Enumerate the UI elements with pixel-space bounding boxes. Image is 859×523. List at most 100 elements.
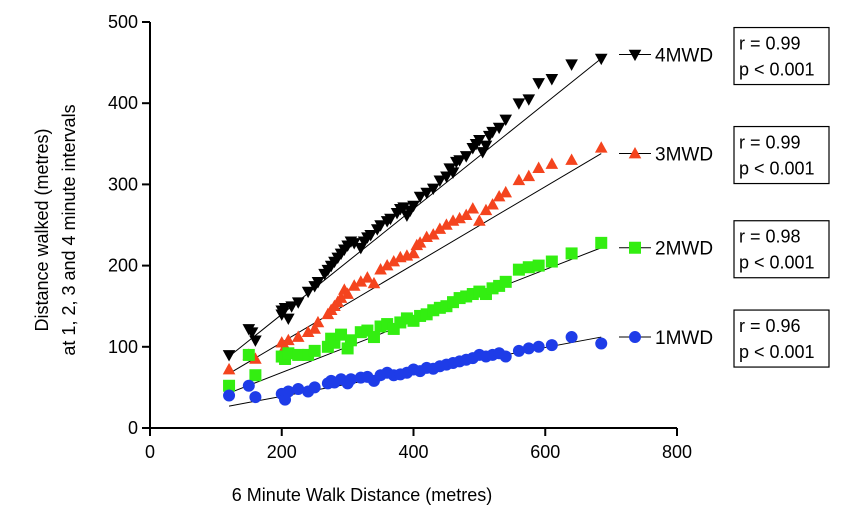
point-4mwd [453, 155, 466, 167]
point-1mwd [499, 350, 512, 363]
point-4mwd [311, 277, 325, 289]
point-3mwd [407, 246, 420, 259]
point-4mwd [291, 297, 305, 309]
point-2mwd [512, 263, 525, 276]
legend: 4MWD r = 0.99 p < 0.001 3MWD r = 0.99 p < 0.0… [619, 26, 830, 368]
point-1mwd [595, 337, 608, 350]
point-3mwd [492, 189, 506, 202]
point-3mwd [545, 157, 559, 169]
point-1mwd [512, 344, 525, 357]
point-3mwd [361, 271, 374, 283]
stats-box-2mwd [733, 220, 830, 279]
point-3mwd [311, 315, 325, 328]
stats-p-3mwd: p < 0.001 [739, 159, 815, 179]
x-axis-title: 6 Minute Walk Distance (metres) [232, 485, 492, 505]
point-2mwd [499, 275, 512, 288]
x-tick-label: 600 [530, 442, 560, 462]
point-4mwd [433, 175, 447, 187]
point-2mwd [223, 379, 236, 392]
point-3mwd [426, 228, 440, 240]
legend-label-3mwd: 3MWD [655, 145, 713, 166]
point-2mwd [249, 369, 262, 382]
point-1mwd [249, 391, 262, 404]
point-2mwd [595, 236, 608, 249]
legend-label-2mwd: 2MWD [655, 239, 713, 260]
point-2mwd [367, 331, 380, 344]
point-4mwd [397, 202, 410, 214]
point-3mwd [301, 325, 315, 337]
point-2mwd [308, 344, 321, 357]
point-3mwd [282, 333, 295, 346]
y-axis-title-line-1: Distance walked (metres) [32, 128, 52, 331]
point-3mwd [387, 254, 401, 267]
x-tick-label: 200 [267, 442, 297, 462]
stats-p-2mwd: p < 0.001 [739, 253, 815, 273]
y-tick-label: 200 [108, 256, 138, 276]
point-3mwd [522, 169, 536, 182]
point-3mwd [249, 352, 262, 364]
point-3mwd [308, 322, 321, 334]
point-3mwd [291, 330, 305, 342]
point-3mwd [374, 263, 387, 275]
stats-p-4mwd: p < 0.001 [739, 60, 815, 80]
x-tick-label: 800 [662, 442, 692, 462]
point-1mwd [532, 340, 545, 353]
point-4mwd [413, 191, 427, 204]
point-4mwd [532, 78, 545, 90]
point-4mwd [522, 94, 536, 106]
axes: 0 200 400 600 800 0 100 200 300 400 500 [108, 12, 692, 462]
point-4mwd [545, 74, 559, 86]
stats-box-1mwd [733, 309, 830, 368]
y-tick-label: 400 [108, 93, 138, 113]
point-2mwd [282, 347, 295, 360]
point-4mwd [347, 238, 361, 250]
point-4mwd [245, 327, 259, 339]
stats-r-3mwd: r = 0.99 [739, 133, 801, 153]
point-3mwd [499, 185, 513, 198]
point-2mwd [292, 348, 305, 361]
point-3mwd [594, 141, 608, 153]
point-4mwd [594, 53, 608, 66]
point-1mwd [223, 389, 236, 402]
series-3mwd-points [222, 141, 608, 375]
point-1mwd [282, 385, 295, 398]
point-3mwd [380, 259, 394, 271]
point-4mwd [282, 313, 295, 325]
point-2mwd [545, 255, 558, 268]
point-1mwd [308, 381, 321, 394]
point-2mwd [344, 334, 357, 347]
point-1mwd [292, 383, 305, 396]
point-4mwd [565, 59, 578, 71]
point-2mwd [532, 259, 545, 272]
point-4mwd [420, 187, 433, 200]
y-axis-title-line-2: at 1, 2, 3 and 4 minute intervals [59, 104, 79, 355]
point-3mwd [354, 275, 368, 287]
point-4mwd [492, 122, 506, 135]
point-3mwd [453, 211, 466, 224]
point-4mwd [459, 151, 473, 163]
stats-p-1mwd: p < 0.001 [739, 342, 815, 362]
point-4mwd [364, 229, 377, 242]
stats-r-1mwd: r = 0.96 [739, 316, 801, 336]
point-1mwd [242, 379, 255, 392]
series-2mwd-points [223, 236, 608, 392]
series-1mwd-points [223, 331, 608, 406]
point-3mwd [459, 208, 473, 221]
point-2mwd [242, 348, 255, 361]
stats-r-2mwd: r = 0.98 [739, 227, 801, 247]
point-3mwd [440, 218, 453, 230]
point-1mwd [545, 339, 558, 352]
data-points [222, 53, 608, 406]
legend-marker-1mwd [629, 331, 641, 344]
legend-marker-4mwd [628, 49, 642, 62]
legend-label-4mwd: 4MWD [655, 46, 713, 67]
point-4mwd [384, 213, 397, 226]
point-1mwd [344, 373, 357, 386]
stats-box-4mwd [733, 26, 830, 86]
point-3mwd [532, 161, 545, 173]
point-3mwd [486, 198, 499, 210]
y-tick-label: 0 [128, 418, 138, 438]
series-4mwd-points [222, 53, 608, 362]
fit-line-3mwd [228, 153, 602, 375]
